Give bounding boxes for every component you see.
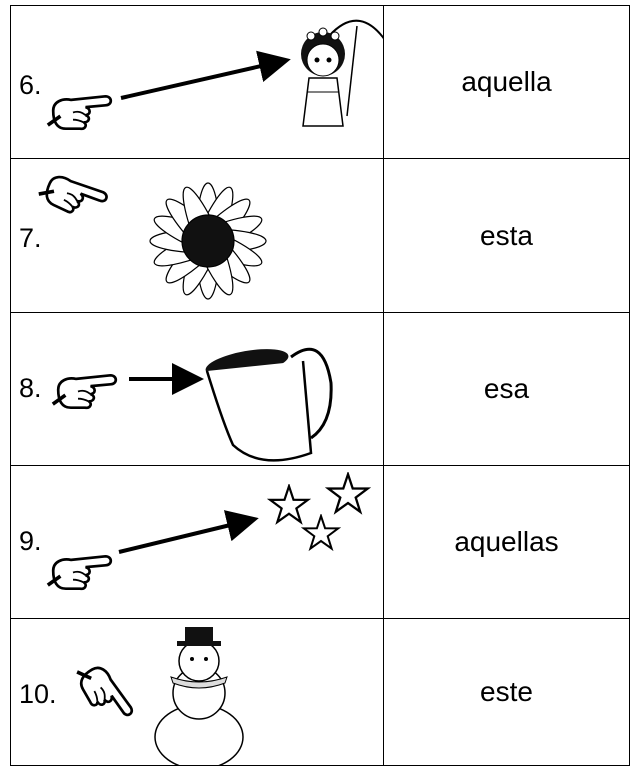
answer-word: este: [480, 676, 533, 707]
illustration: [51, 347, 333, 462]
item-number: 7.: [19, 223, 42, 253]
number-cell: 8.: [10, 312, 384, 466]
word-cell: esta: [383, 158, 630, 313]
number-cell: 6.: [10, 5, 384, 159]
word-cell: aquellas: [383, 465, 630, 619]
word-cell: esa: [383, 312, 630, 466]
word-cell: aquella: [383, 5, 630, 159]
number-cell: 7.: [10, 158, 384, 313]
number-cell: 9.: [10, 465, 384, 619]
number-cell: 10.: [10, 618, 384, 766]
item-number: 9.: [19, 526, 42, 556]
illustration: [46, 19, 383, 131]
answer-word: aquellas: [454, 526, 559, 557]
item-number: 6.: [19, 70, 42, 100]
illustration: [71, 627, 244, 765]
answer-word: esta: [480, 219, 533, 251]
answer-word: aquella: [461, 66, 552, 97]
answer-word: esa: [483, 373, 530, 404]
item-number: 10.: [19, 679, 57, 709]
illustration: [35, 166, 267, 300]
word-cell: este: [383, 618, 630, 766]
item-number: 8.: [19, 373, 42, 403]
illustration: [46, 473, 369, 591]
